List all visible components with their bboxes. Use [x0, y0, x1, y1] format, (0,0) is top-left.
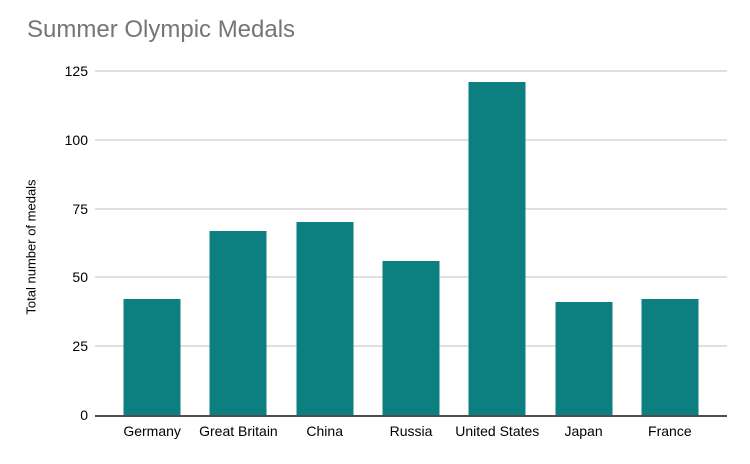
plot-area [95, 70, 727, 417]
bar-slot [195, 71, 281, 415]
x-axis-label: Great Britain [199, 423, 278, 439]
bar-slot [454, 71, 540, 415]
y-tick-label: 25 [72, 338, 88, 355]
bar-slot [368, 71, 454, 415]
y-tick-label: 50 [72, 269, 88, 286]
y-tick-label: 0 [80, 407, 88, 423]
bar-united-states [468, 82, 526, 415]
bar-slot [282, 71, 368, 415]
gridline [95, 138, 727, 141]
bar-russia [382, 260, 440, 415]
y-tick-label: 125 [64, 63, 88, 79]
y-axis-tick-labels: 0 25 50 75 100 125 [0, 64, 88, 422]
bar-china [296, 222, 354, 415]
y-tick-label: 75 [72, 200, 88, 217]
bar-slot [109, 71, 195, 415]
bar-france [641, 299, 699, 415]
x-axis-label: China [306, 423, 343, 439]
bars-band [109, 71, 713, 415]
x-axis-label: Russia [389, 423, 433, 439]
bar-great-britain [209, 230, 267, 415]
x-axis-label: Japan [564, 423, 603, 439]
gridline [95, 207, 727, 210]
bar-slot [627, 71, 713, 415]
x-axis-label: United States [455, 423, 540, 439]
chart-title: Summer Olympic Medals [27, 16, 296, 43]
x-axis-label: Germany [123, 423, 181, 439]
bar-slot [540, 71, 626, 415]
x-axis-labels: Germany Great Britain China Russia United St… [109, 423, 713, 439]
y-tick-label: 100 [64, 131, 88, 148]
gridline [95, 70, 727, 72]
bar-germany [123, 299, 181, 415]
x-axis-label: France [648, 423, 692, 439]
bar-japan [555, 302, 613, 415]
